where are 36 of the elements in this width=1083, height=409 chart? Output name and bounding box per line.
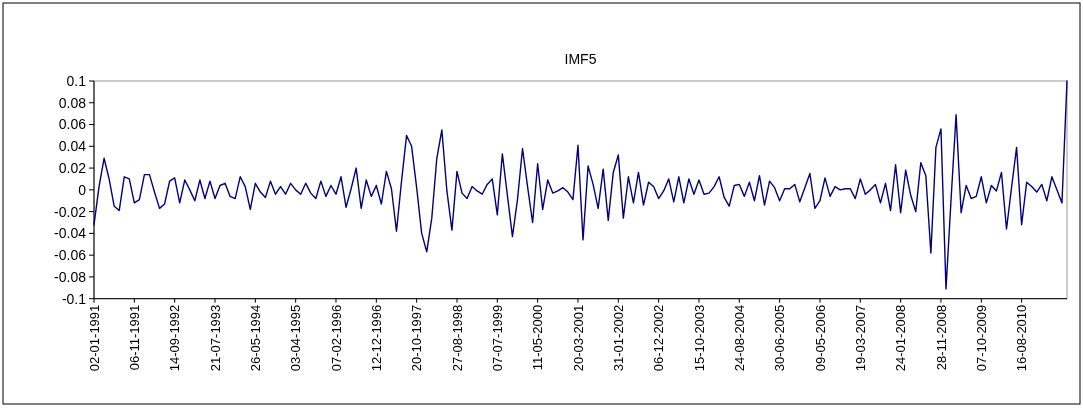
x-tick-label: 06-11-1991 (126, 304, 142, 371)
x-tick-label: 07-07-1999 (489, 304, 505, 372)
y-tick-label: 0 (78, 181, 87, 198)
y-tick-label: -0.08 (54, 268, 87, 285)
x-tick-label: 06-12-2002 (651, 304, 667, 372)
x-tick-label: 19-03-2007 (852, 304, 868, 372)
x-tick-label: 20-03-2001 (570, 304, 586, 372)
x-tick-label: 16-08-2010 (1014, 304, 1030, 372)
chart-title: IMF5 (564, 51, 597, 67)
x-tick-label: 24-01-2008 (893, 304, 909, 372)
x-tick-label: 07-10-2009 (973, 304, 989, 372)
y-tick-label: 0.04 (58, 138, 87, 155)
x-tick-label: 24-08-2004 (731, 304, 747, 372)
x-tick-label: 31-01-2002 (610, 304, 626, 372)
y-tick-label: -0.04 (54, 225, 87, 242)
x-tick-label: 09-05-2006 (812, 304, 828, 372)
x-tick-label: 12-12-1996 (368, 304, 384, 372)
x-tick-label: 02-01-1991 (86, 304, 102, 372)
y-tick-label: 0.1 (66, 72, 87, 89)
x-tick-label: 30-06-2005 (772, 304, 788, 372)
y-tick-label: -0.06 (54, 247, 87, 264)
x-tick-label: 27-08-1998 (449, 304, 465, 372)
y-tick-label: 0.08 (58, 94, 87, 111)
x-tick-label: 20-10-1997 (409, 304, 425, 372)
x-tick-label: 26-05-1994 (247, 304, 263, 372)
y-tick-label: 0.02 (58, 159, 87, 176)
y-tick-label: -0.02 (54, 203, 87, 220)
x-tick-label: 07-02-1996 (328, 304, 344, 372)
x-tick-label: 21-07-1993 (207, 304, 223, 372)
x-tick-label: 11-05-2000 (530, 304, 546, 371)
x-tick-label: 28-11-2008 (933, 304, 949, 371)
x-tick-label: 15-10-2003 (691, 304, 707, 372)
x-tick-label: 14-09-1992 (167, 304, 183, 372)
y-tick-label: -0.1 (61, 290, 87, 307)
y-tick-label: 0.06 (58, 116, 87, 133)
x-tick-label: 03-04-1995 (288, 304, 304, 372)
